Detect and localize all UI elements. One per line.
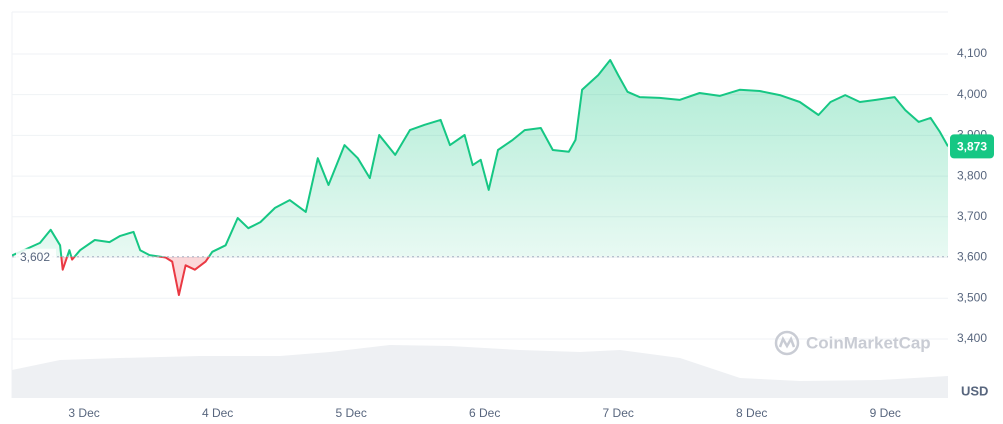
currency-label: USD [961, 383, 988, 398]
x-tick-label: 3 Dec [68, 406, 99, 420]
area-above [12, 60, 948, 257]
last-price-label: 3,873 [957, 140, 987, 154]
x-tick-label: 7 Dec [603, 406, 634, 420]
x-tick-label: 4 Dec [202, 406, 233, 420]
x-tick-label: 6 Dec [469, 406, 500, 420]
x-tick-label: 5 Dec [335, 406, 366, 420]
y-tick-label: 3,400 [957, 331, 987, 345]
last-price-tag [950, 134, 994, 159]
reference-label-bg [16, 248, 56, 265]
y-tick-label: 4,100 [957, 46, 987, 60]
x-tick-label: 9 Dec [870, 406, 901, 420]
y-tick-label: 3,700 [957, 209, 987, 223]
watermark-logo [774, 330, 800, 356]
y-tick-label: 4,000 [957, 87, 987, 101]
volume-area [12, 345, 948, 398]
x-tick-label: 8 Dec [736, 406, 767, 420]
price-line [12, 59, 948, 257]
y-tick-label: 3,800 [957, 168, 987, 182]
y-tick-label: 3,600 [957, 250, 987, 264]
y-tick-label: 3,500 [957, 290, 987, 304]
watermark: CoinMarketCap [806, 333, 931, 352]
reference-label: 3,602 [20, 250, 50, 264]
